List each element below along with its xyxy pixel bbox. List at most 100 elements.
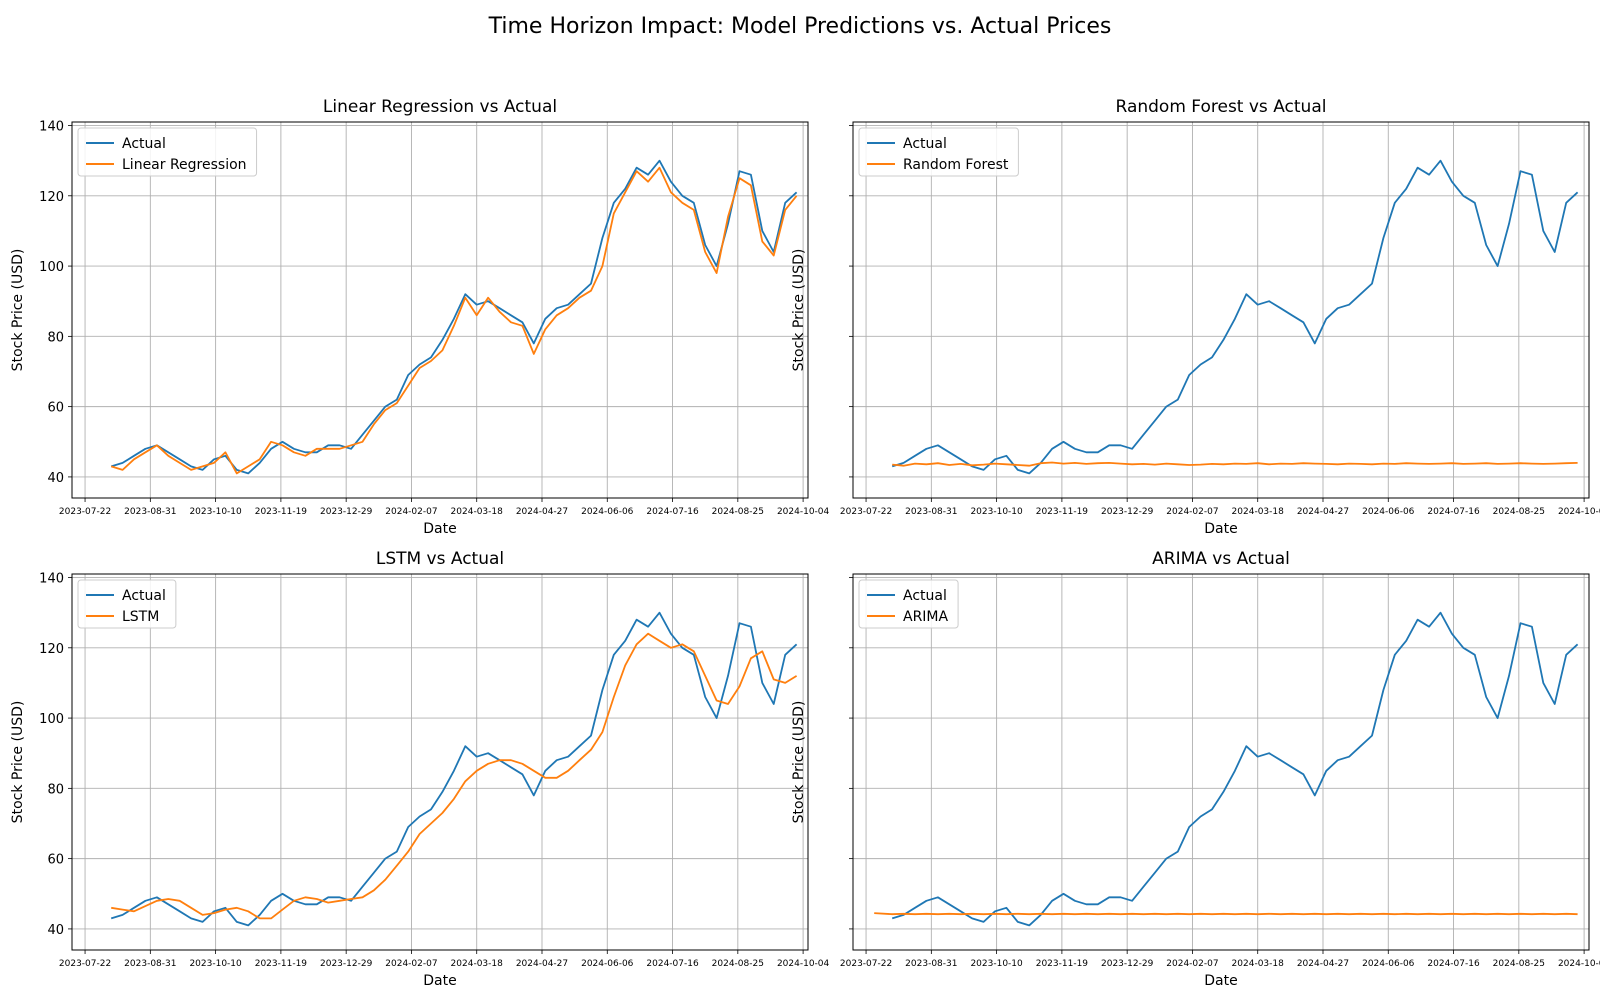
subplot-title: Linear Regression vs Actual [323,97,557,117]
plot-frame [852,121,1590,499]
y-axis-label: Stock Price (USD) [791,701,807,824]
x-tick-label: 2024-08-25 [1493,959,1545,969]
x-tick-label: 2023-07-22 [59,959,111,969]
x-tick-label: 2023-12-29 [320,959,373,969]
x-tick-label: 2024-07-16 [1427,507,1480,517]
legend-box [858,127,1019,177]
x-tick-label: 2024-10-04 [1558,507,1600,517]
x-tick-label: 2024-06-06 [1362,507,1415,517]
series-line-lstm [111,632,798,920]
x-tick-label: 2024-04-27 [516,959,568,969]
y-tick-label: 120 [39,190,64,205]
x-tick-label: 2024-06-06 [581,959,634,969]
x-tick-label: 2024-03-18 [1232,507,1285,517]
x-tick-label: 2023-10-10 [189,507,242,517]
x-tick-label: 2023-11-19 [255,507,308,517]
x-tick-label: 2023-11-19 [1036,959,1089,969]
x-tick-label: 2024-03-18 [1232,959,1285,969]
x-tick-label: 2023-07-22 [840,959,892,969]
y-axis-label: Stock Price (USD) [10,249,26,372]
legend-label: Random Forest [903,157,1009,173]
x-tick-label: 2024-08-25 [1493,507,1545,517]
legend-label: Linear Regression [122,157,247,173]
x-tick-label: 2023-12-29 [1101,507,1154,517]
x-axis-label: Date [1204,973,1237,989]
y-tick-label: 140 [39,120,64,135]
series-line-actual [110,611,798,927]
x-tick-label: 2024-06-06 [1362,959,1415,969]
x-tick-label: 2024-02-07 [1166,959,1218,969]
series-line-actual [110,159,798,475]
chart-panel-2: 2023-07-22 2023-08-31 2023-10-10 2023-11-19… [791,97,1600,537]
y-tick-label: 80 [47,782,64,797]
x-tick-label: 2023-11-19 [1036,507,1089,517]
y-tick-label: 40 [47,923,64,938]
plot-frame [71,573,809,951]
y-tick-label: 140 [39,572,64,587]
y-axis-label: Stock Price (USD) [10,701,26,824]
series-line-arima [874,912,1578,916]
x-tick-label: 2024-08-25 [712,507,764,517]
x-tick-label: 2024-07-16 [1427,959,1480,969]
x-tick-label: 2023-12-29 [320,507,373,517]
y-tick-label: 40 [47,471,64,486]
figure-title: Time Horizon Impact: Model Predictions v… [488,14,1112,39]
legend-label: Actual [903,588,947,604]
x-tick-label: 2023-08-31 [905,959,957,969]
x-tick-label: 2023-10-10 [970,959,1023,969]
x-tick-label: 2023-10-10 [189,959,242,969]
series-line-actual [891,159,1579,475]
legend-box [77,127,258,177]
x-tick-label: 2024-08-25 [712,959,764,969]
series-line-actual [891,611,1579,927]
y-tick-label: 100 [39,712,64,727]
x-tick-label: 2023-08-31 [905,507,957,517]
y-axis-label: Stock Price (USD) [791,249,807,372]
x-tick-label: 2024-10-04 [777,959,830,969]
x-tick-label: 2024-04-27 [1297,507,1349,517]
legend: Actual ARIMA [858,579,959,629]
x-tick-label: 2023-08-31 [124,959,176,969]
series-line-linear-regression [110,166,798,475]
x-tick-label: 2024-02-07 [385,959,437,969]
plot-frame [71,121,809,499]
x-tick-label: 2024-06-06 [581,507,634,517]
chart-panel-3: 2023-07-22 2023-08-31 2023-10-10 2023-11-19… [10,549,830,989]
y-tick-label: 60 [47,401,64,416]
x-tick-label: 2023-07-22 [840,507,892,517]
x-tick-label: 2023-08-31 [124,507,176,517]
x-tick-label: 2024-07-16 [646,507,699,517]
x-tick-label: 2024-04-27 [1297,959,1349,969]
legend-label: Actual [122,588,166,604]
x-axis-label: Date [423,973,456,989]
y-tick-label: 80 [47,330,64,345]
x-tick-label: 2023-11-19 [255,959,308,969]
y-tick-label: 60 [47,853,64,868]
y-tick-label: 120 [39,642,64,657]
chart-panel-1: 2023-07-22 2023-08-31 2023-10-10 2023-11-19… [10,97,830,537]
legend: Actual LSTM [77,579,177,629]
chart-panel-4: 2023-07-22 2023-08-31 2023-10-10 2023-11-19… [791,549,1600,989]
x-tick-label: 2024-10-04 [1558,959,1600,969]
x-tick-label: 2024-10-04 [777,507,830,517]
x-axis-label: Date [423,521,456,537]
subplot-title: ARIMA vs Actual [1152,549,1290,569]
legend-label: LSTM [122,609,159,625]
legend-label: Actual [122,136,166,152]
x-tick-label: 2024-07-16 [646,959,699,969]
legend-label: ARIMA [903,609,949,625]
x-tick-label: 2024-03-18 [451,507,504,517]
legend-label: Actual [903,136,947,152]
x-tick-label: 2024-02-07 [1166,507,1218,517]
x-tick-label: 2024-02-07 [385,507,437,517]
subplot-title: Random Forest vs Actual [1116,97,1327,117]
x-axis-label: Date [1204,521,1237,537]
legend: Actual Random Forest [858,127,1019,177]
x-tick-label: 2024-03-18 [451,959,504,969]
x-tick-label: 2023-12-29 [1101,959,1154,969]
x-tick-label: 2023-10-10 [970,507,1023,517]
x-tick-label: 2024-04-27 [516,507,568,517]
subplot-title: LSTM vs Actual [376,549,504,569]
x-tick-label: 2023-07-22 [59,507,111,517]
